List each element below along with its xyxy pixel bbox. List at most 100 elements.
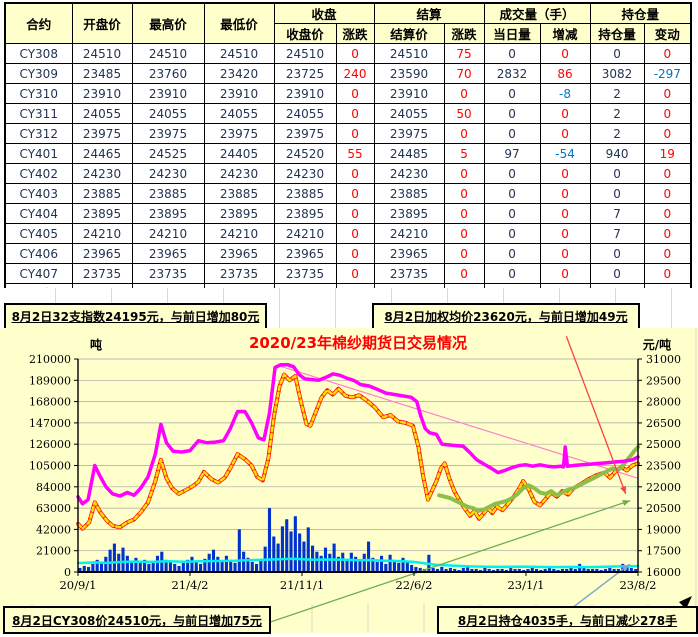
table-cell[interactable]: 0 — [483, 243, 541, 264]
table-cell[interactable]: 0 — [483, 183, 541, 204]
table-cell[interactable]: CY309 — [4, 63, 73, 84]
table-cell[interactable]: 24520 — [273, 143, 337, 164]
table-cell[interactable]: 0 — [335, 223, 375, 244]
table-cell[interactable]: CY308 — [4, 43, 73, 64]
table-cell[interactable]: 86 — [539, 63, 591, 84]
table-cell[interactable]: 23735 — [273, 263, 337, 284]
table-cell[interactable]: 0 — [483, 43, 541, 64]
table-cell[interactable]: 0 — [643, 103, 692, 124]
table-cell[interactable]: 0 — [335, 83, 375, 104]
table-cell[interactable]: 23895 — [71, 203, 133, 224]
col-group-close[interactable]: 收盘 — [273, 2, 375, 24]
table-cell[interactable]: 940 — [589, 143, 645, 164]
table-cell[interactable]: 23910 — [203, 83, 275, 104]
table-cell[interactable]: 0 — [335, 163, 375, 184]
table-cell[interactable]: 0 — [335, 43, 375, 64]
table-cell[interactable]: 23910 — [373, 83, 445, 104]
table-cell[interactable]: 24230 — [71, 163, 133, 184]
table-cell[interactable]: 0 — [443, 123, 485, 144]
table-cell[interactable]: 23885 — [273, 183, 337, 204]
table-cell[interactable]: 19 — [643, 143, 692, 164]
table-cell[interactable]: 23735 — [131, 263, 205, 284]
table-cell[interactable]: CY405 — [4, 223, 73, 244]
table-cell[interactable]: 24210 — [373, 223, 445, 244]
col-header-high[interactable]: 最高价 — [131, 2, 205, 44]
col-header-close[interactable]: 收盘价 — [273, 23, 337, 44]
table-cell[interactable]: 23910 — [273, 83, 337, 104]
table-cell[interactable]: 24510 — [131, 43, 205, 64]
table-cell[interactable]: 23910 — [71, 83, 133, 104]
table-cell[interactable]: 23885 — [203, 183, 275, 204]
table-cell[interactable]: 23895 — [203, 203, 275, 224]
table-cell[interactable]: 23975 — [273, 123, 337, 144]
table-cell[interactable]: 0 — [443, 243, 485, 264]
table-cell[interactable]: 24210 — [71, 223, 133, 244]
table-cell[interactable]: 23975 — [203, 123, 275, 144]
table-cell[interactable]: 0 — [643, 83, 692, 104]
table-cell[interactable]: 24055 — [373, 103, 445, 124]
col-header-oi-chg[interactable]: 变动 — [643, 23, 692, 44]
table-cell[interactable]: 24055 — [131, 103, 205, 124]
table-cell[interactable]: 24230 — [203, 163, 275, 184]
table-cell[interactable]: 24210 — [131, 223, 205, 244]
table-cell[interactable]: 55 — [335, 143, 375, 164]
table-cell[interactable]: 0 — [643, 123, 692, 144]
table-cell[interactable]: 23965 — [71, 243, 133, 264]
table-cell[interactable]: 0 — [443, 223, 485, 244]
table-cell[interactable]: 0 — [483, 203, 541, 224]
table-cell[interactable]: 23760 — [131, 63, 205, 84]
table-cell[interactable]: 24210 — [203, 223, 275, 244]
table-cell[interactable]: 0 — [643, 203, 692, 224]
table-cell[interactable]: 2 — [589, 103, 645, 124]
table-cell[interactable]: 24465 — [71, 143, 133, 164]
table-cell[interactable]: 0 — [483, 223, 541, 244]
table-cell[interactable]: 23975 — [373, 123, 445, 144]
table-cell[interactable]: -297 — [643, 63, 692, 84]
table-cell[interactable]: 23965 — [203, 243, 275, 264]
table-cell[interactable]: 24405 — [203, 143, 275, 164]
table-cell[interactable]: 24230 — [273, 163, 337, 184]
table-cell[interactable]: 24210 — [273, 223, 337, 244]
table-cell[interactable]: 23735 — [71, 263, 133, 284]
table-cell[interactable]: 0 — [643, 183, 692, 204]
table-cell[interactable]: -8 — [539, 83, 591, 104]
table-cell[interactable]: 0 — [335, 263, 375, 284]
table-cell[interactable]: 23965 — [373, 243, 445, 264]
table-cell[interactable]: 23885 — [131, 183, 205, 204]
table-cell[interactable]: 0 — [483, 83, 541, 104]
table-cell[interactable]: 0 — [483, 163, 541, 184]
table-cell[interactable]: 0 — [539, 243, 591, 264]
table-cell[interactable]: 0 — [539, 183, 591, 204]
col-group-volume[interactable]: 成交量（手） — [483, 2, 591, 24]
table-cell[interactable]: CY404 — [4, 203, 73, 224]
table-cell[interactable]: 0 — [483, 123, 541, 144]
table-cell[interactable]: 0 — [443, 183, 485, 204]
table-cell[interactable]: 75 — [443, 43, 485, 64]
table-cell[interactable]: 24055 — [71, 103, 133, 124]
table-cell[interactable]: 0 — [443, 203, 485, 224]
table-cell[interactable]: 23735 — [373, 263, 445, 284]
col-header-close-chg[interactable]: 涨跌 — [335, 23, 375, 44]
table-cell[interactable]: 0 — [643, 43, 692, 64]
table-cell[interactable]: 240 — [335, 63, 375, 84]
table-cell[interactable]: 0 — [539, 43, 591, 64]
table-cell[interactable]: 0 — [539, 163, 591, 184]
table-cell[interactable]: 0 — [335, 203, 375, 224]
table-cell[interactable]: 0 — [335, 243, 375, 264]
table-cell[interactable]: 2 — [589, 123, 645, 144]
col-group-oi[interactable]: 持仓量 — [589, 2, 692, 24]
table-cell[interactable]: 23590 — [373, 63, 445, 84]
table-cell[interactable]: 0 — [443, 83, 485, 104]
table-cell[interactable]: 7 — [589, 203, 645, 224]
table-cell[interactable]: 0 — [443, 263, 485, 284]
table-cell[interactable]: 24230 — [131, 163, 205, 184]
table-cell[interactable]: 2 — [589, 83, 645, 104]
table-cell[interactable]: 0 — [335, 123, 375, 144]
col-header-oi[interactable]: 持仓量 — [589, 23, 645, 44]
table-cell[interactable]: CY312 — [4, 123, 73, 144]
table-cell[interactable]: 0 — [589, 163, 645, 184]
table-cell[interactable]: 0 — [539, 223, 591, 244]
col-header-volume-chg[interactable]: 增减 — [539, 23, 591, 44]
table-cell[interactable]: 24055 — [273, 103, 337, 124]
table-cell[interactable]: 0 — [335, 183, 375, 204]
